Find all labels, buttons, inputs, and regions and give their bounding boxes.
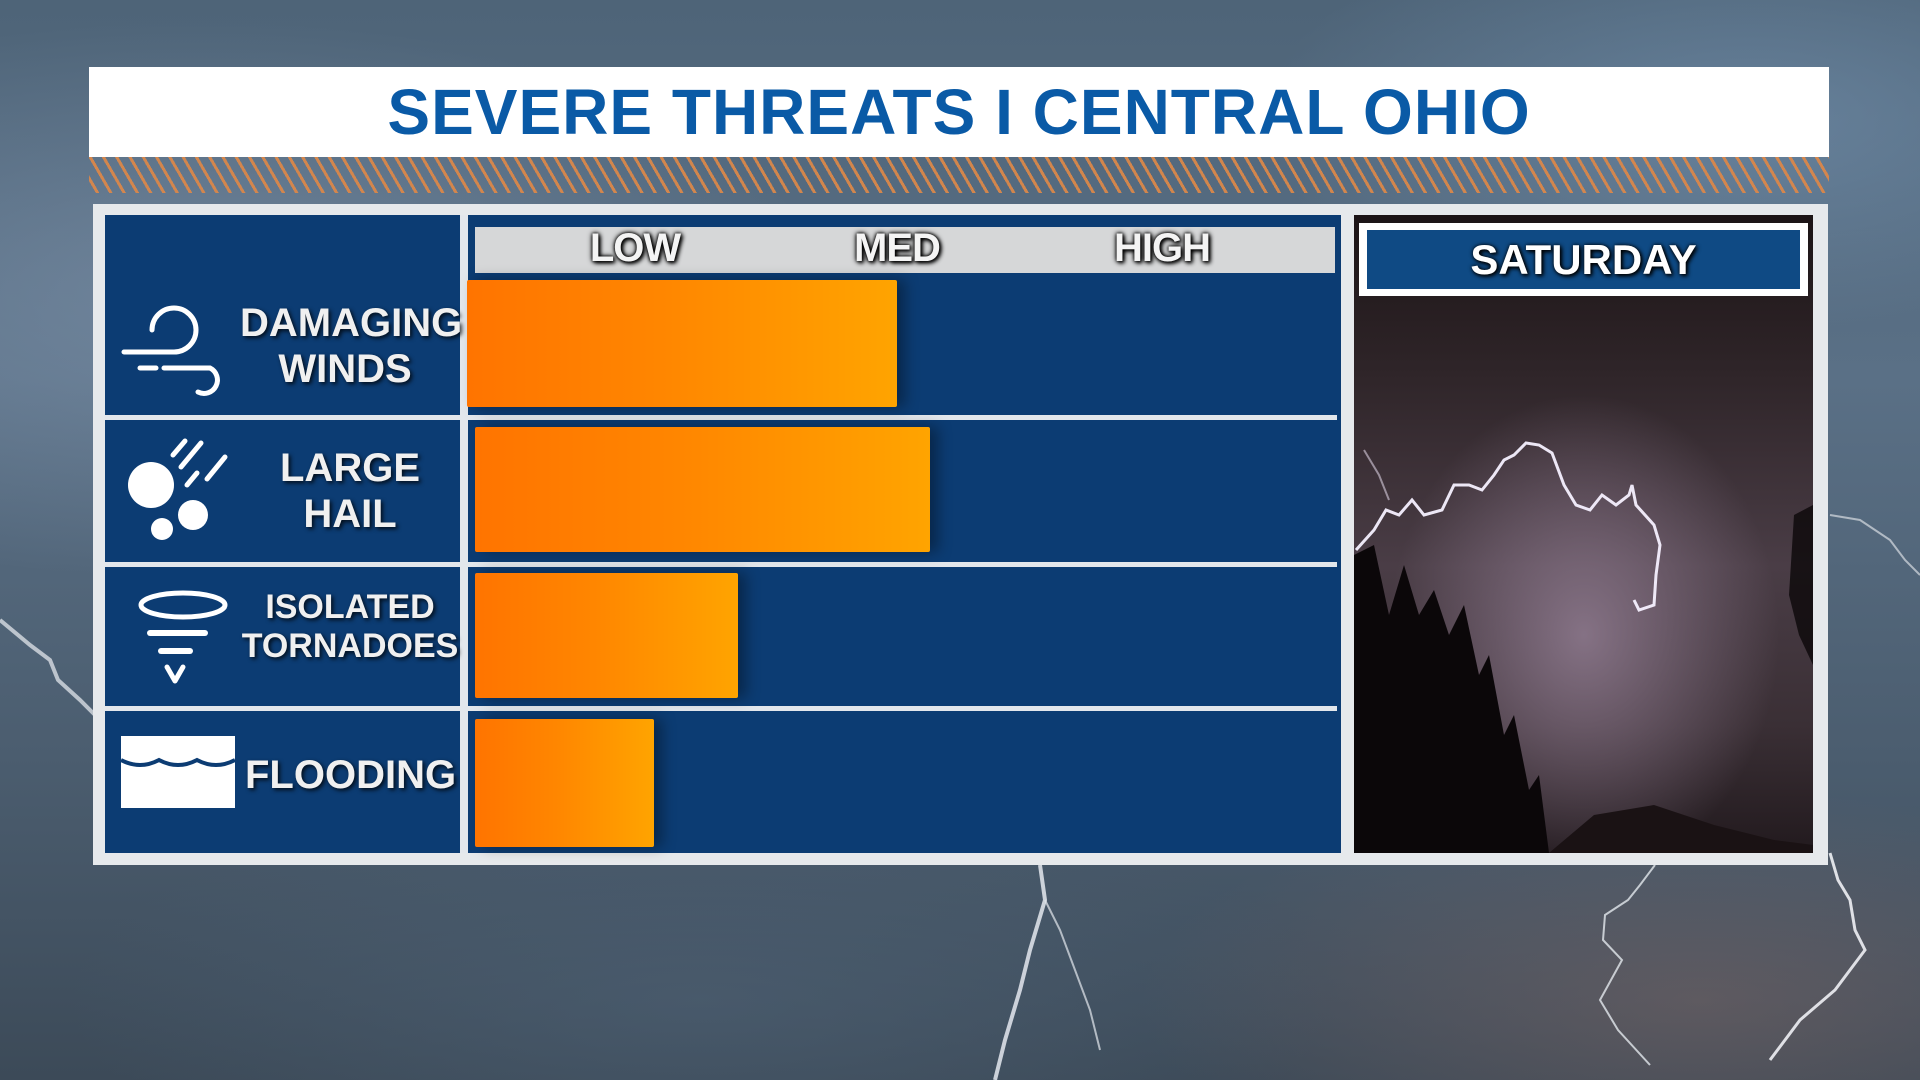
tornado-icon (138, 590, 228, 684)
label-line: WINDS (278, 347, 412, 391)
threat-label-isolated-tornadoes: ISOLATED TORNADOES (240, 588, 460, 666)
row-divider (105, 706, 1337, 711)
bar-flooding (475, 719, 654, 847)
level-low-label: LOW (589, 226, 681, 270)
label-line: TORNADOES (241, 627, 459, 666)
label-line: LARGE (280, 446, 420, 490)
label-line: HAIL (303, 492, 397, 536)
threat-label-flooding: FLOODING (245, 752, 457, 798)
title-banner: SEVERE THREATS I CENTRAL OHIO (89, 67, 1829, 157)
level-med-label: MED (854, 226, 941, 270)
threat-label-damaging-winds: DAMAGING WINDS (240, 300, 463, 392)
day-label-text: SATURDAY (1470, 235, 1697, 283)
level-scale-header (475, 227, 1335, 273)
flood-icon (121, 736, 236, 808)
label-line: DAMAGING (240, 301, 463, 345)
page-title: SEVERE THREATS I CENTRAL OHIO (387, 76, 1531, 148)
hatched-stripe-divider (89, 157, 1829, 193)
bar-isolated-tornadoes (475, 573, 738, 698)
wind-icon (121, 305, 220, 396)
level-high-label: HIGH (1114, 226, 1211, 270)
bar-damaging-winds (467, 280, 897, 407)
row-divider (105, 415, 1337, 420)
column-divider (460, 215, 468, 853)
photo-lightning-bolt-icon (1354, 441, 1813, 853)
lightning-photo (1354, 215, 1813, 853)
row-divider (105, 562, 1337, 567)
label-line: FLOODING (245, 753, 457, 797)
bar-large-hail (475, 427, 930, 552)
day-label: SATURDAY (1367, 230, 1800, 289)
threat-label-large-hail: LARGE HAIL (245, 445, 455, 537)
label-line: ISOLATED (265, 588, 435, 626)
hail-icon (128, 438, 228, 540)
